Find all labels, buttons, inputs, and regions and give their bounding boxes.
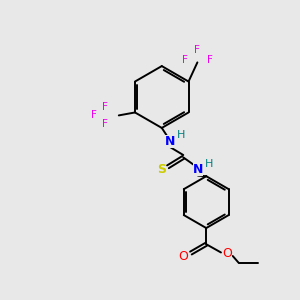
Text: O: O <box>223 248 232 260</box>
Text: F: F <box>182 55 188 65</box>
Text: O: O <box>178 250 188 262</box>
Text: F: F <box>194 45 200 55</box>
Text: F: F <box>92 110 97 120</box>
Text: H: H <box>176 130 185 140</box>
Text: F: F <box>102 119 108 129</box>
Text: S: S <box>157 163 166 176</box>
Text: F: F <box>102 102 108 112</box>
Text: H: H <box>204 159 213 169</box>
Text: N: N <box>165 135 175 148</box>
Text: N: N <box>193 163 203 176</box>
Text: F: F <box>207 55 213 65</box>
